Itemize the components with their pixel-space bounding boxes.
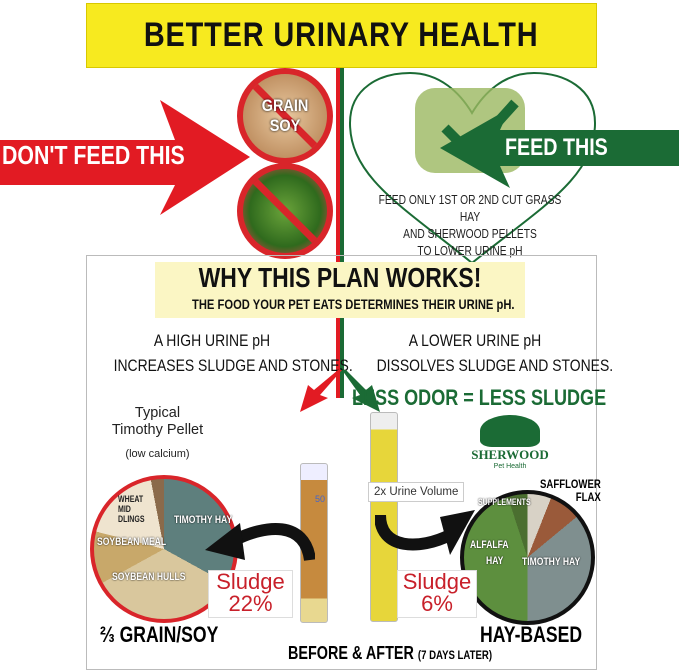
text-line: Timothy Pellet	[111, 422, 204, 438]
text-line: INCREASES SLUDGE AND STONES.	[113, 356, 353, 375]
hay-pie-chart: ALFALFA HAY TIMOTHY HAY	[460, 490, 595, 625]
before-after-note: (7 DAYS LATER)	[417, 648, 493, 662]
pie-label: SOYBEAN MEAL	[97, 536, 167, 548]
banner-title: BETTER URINARY HEALTH	[144, 16, 539, 54]
red-arrow-icon	[0, 100, 250, 215]
cylinder-mark: 50	[314, 494, 325, 504]
sherwood-logo: SHERWOOD Pet Health	[470, 415, 550, 475]
vegetables-image	[237, 163, 333, 259]
text-line: SAFFLOWER	[540, 477, 601, 491]
text-line: A LOWER URINE pH	[408, 331, 542, 350]
feed-line: FEED ONLY 1ST OR 2ND CUT GRASS HAY	[378, 193, 562, 224]
sludge-after-badge: Sludge 6%	[397, 570, 477, 618]
green-arrow-icon	[440, 108, 679, 188]
sludge-value: 22%	[228, 591, 273, 616]
urine-volume-label: 2x Urine Volume	[368, 482, 465, 502]
text-line: DISSOLVES SLUDGE AND STONES.	[376, 356, 614, 375]
pie-label: WHEAT MID DLINGS	[118, 494, 145, 524]
typical-pellet-title: Typical Timothy Pellet	[100, 405, 215, 439]
pie-label: SOYBEAN HULLS	[112, 571, 186, 583]
low-calcium-note: (low calcium)	[125, 448, 190, 460]
sludge-value: 6%	[421, 591, 453, 616]
logo-name: SHERWOOD	[471, 447, 549, 462]
explanation-panel	[86, 255, 597, 670]
divider-green	[340, 68, 344, 398]
text-line: FLAX	[575, 490, 601, 504]
grain-soy-caption: ⅔ GRAIN/SOY	[100, 622, 219, 647]
less-odor-text: LESS ODOR = LESS SLUDGE	[352, 385, 607, 410]
feed-this-label: FEED THIS	[505, 134, 608, 161]
prohibited-icon	[243, 169, 327, 253]
low-ph-text: A LOWER URINE pH DISSOLVES SLUDGE AND ST…	[376, 328, 614, 378]
grain-soy-image: GRAIN SOY	[237, 68, 333, 164]
pie-label: ALFALFA	[470, 539, 509, 551]
tree-icon	[480, 415, 540, 447]
safflower-flax-label: SAFFLOWER FLAX	[540, 478, 601, 504]
logo-sub: Pet Health	[493, 463, 527, 470]
feed-instructions: FEED ONLY 1ST OR 2ND CUT GRASS HAY AND S…	[372, 192, 569, 260]
supplements-label: SUPPLEMENTS	[478, 497, 531, 507]
title-banner: BETTER URINARY HEALTH	[86, 3, 597, 68]
before-after-main: BEFORE & AFTER	[288, 643, 414, 663]
why-box	[155, 262, 525, 318]
curved-arrow-right-icon	[375, 510, 475, 555]
split-arrows-icon	[300, 370, 380, 412]
grain-pie-chart: WHEAT MID DLINGS TIMOTHY HAY SOYBEAN MEA…	[90, 475, 238, 623]
before-after-caption: BEFORE & AFTER (7 DAYS LATER)	[288, 643, 492, 664]
feed-line: TO LOWER URINE pH	[417, 244, 523, 258]
grain-soy-text: GRAIN SOY	[261, 96, 309, 135]
pie-label: TIMOTHY HAY	[174, 514, 233, 526]
hay-based-caption: HAY-BASED	[480, 622, 583, 647]
high-ph-text: A HIGH URINE pH INCREASES SLUDGE AND STO…	[113, 328, 353, 378]
why-title: WHY THIS PLAN WORKS!	[198, 262, 482, 293]
feed-line: AND SHERWOOD PELLETS	[403, 227, 537, 241]
pie-label: HAY	[486, 555, 504, 567]
pie-label: TIMOTHY HAY	[522, 556, 581, 568]
sludge-label: Sludge	[216, 569, 285, 594]
sludge-before-badge: Sludge 22%	[208, 570, 293, 618]
why-subtitle: THE FOOD YOUR PET EATS DETERMINES THEIR …	[192, 296, 515, 312]
dont-feed-label: DON'T FEED THIS	[2, 140, 185, 170]
text-line: A HIGH URINE pH	[153, 331, 271, 350]
divider-red	[336, 68, 340, 398]
text-line: Typical	[134, 405, 181, 421]
curved-arrow-left-icon	[205, 523, 315, 562]
sludge-label: Sludge	[402, 569, 472, 594]
